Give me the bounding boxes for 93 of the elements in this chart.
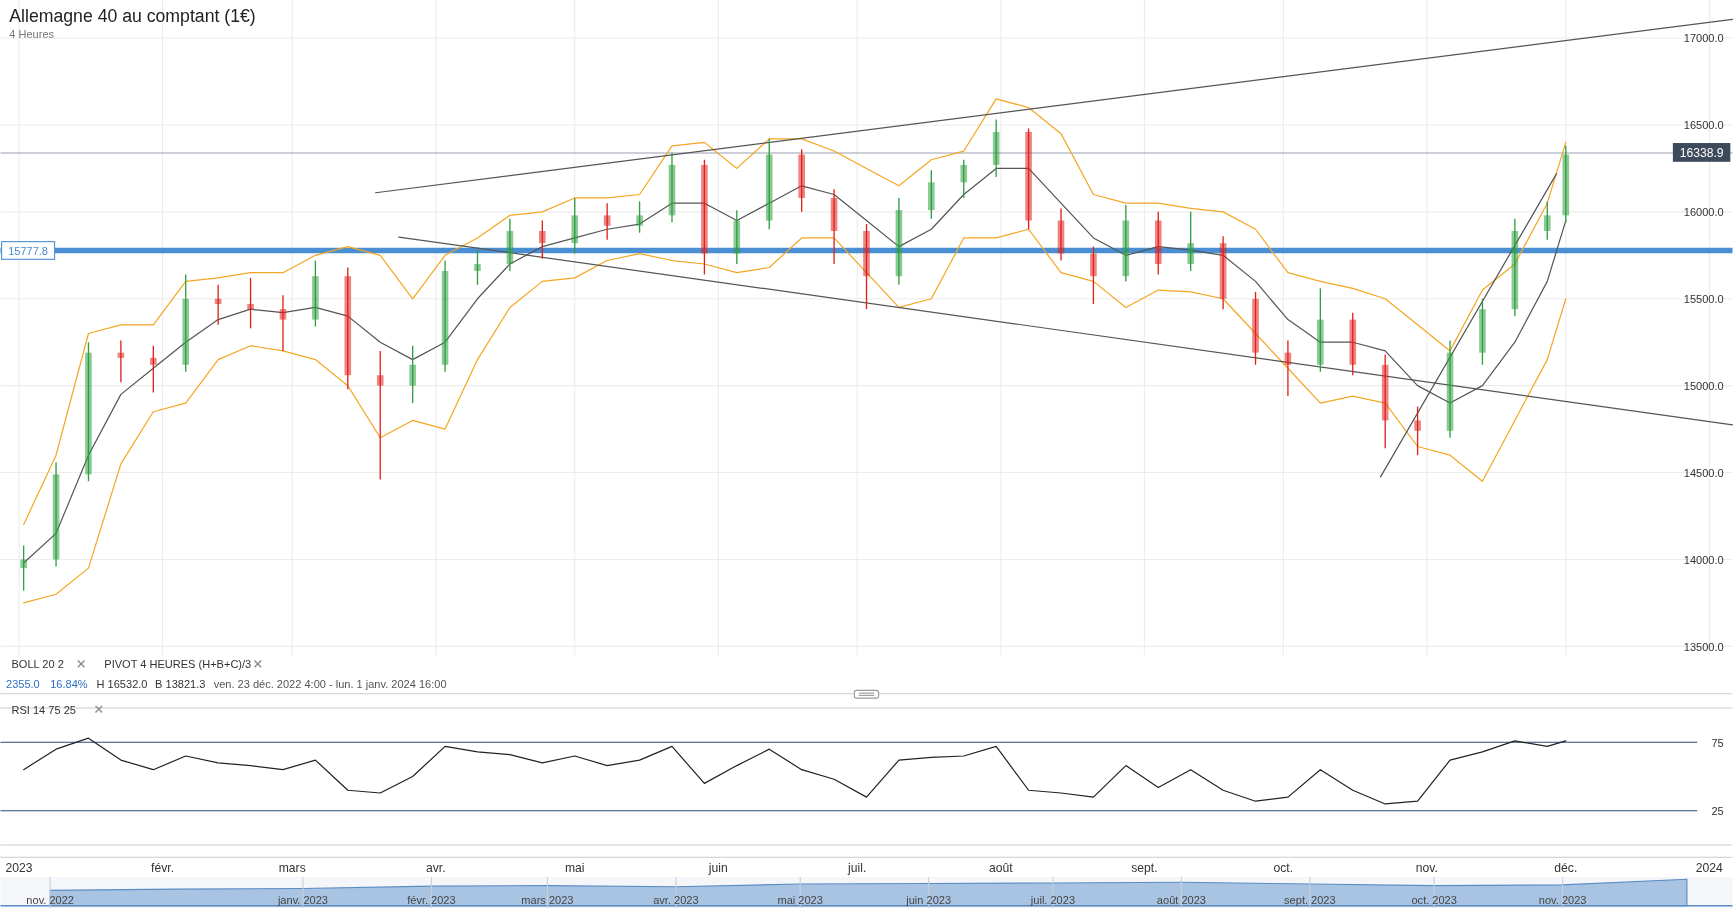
x-tick-label: mai 2023: [777, 893, 823, 906]
y-tick-label: 16000.0: [1683, 206, 1724, 219]
candlestick: [603, 202, 611, 241]
candlestick: [960, 159, 968, 199]
candlestick: [863, 223, 870, 310]
candlestick: [1154, 211, 1162, 276]
candlestick: [1479, 298, 1486, 366]
candlestick: [312, 259, 319, 328]
candlestick: [571, 197, 579, 255]
candlestick: [830, 188, 838, 265]
candlestick: [506, 218, 514, 272]
text: 2355.0: [6, 678, 40, 691]
x-tick-label: sept. 2023: [1284, 893, 1336, 906]
candlestick: [409, 345, 416, 404]
x-tick-label: nov.: [1415, 860, 1438, 875]
text: BOLL 20 2: [11, 658, 64, 671]
y-tick-label: 14000.0: [1683, 553, 1724, 566]
y-tick-label: 14500.0: [1683, 466, 1724, 479]
candlestick: [765, 138, 773, 230]
x-tick-label: oct.: [1273, 860, 1294, 875]
ref-line-label: 16338.9: [1679, 146, 1724, 161]
candlestick: [20, 544, 27, 592]
x-tick-label: nov. 2023: [1538, 893, 1587, 906]
x-tick-label: 2024: [1695, 860, 1724, 875]
candlestick: [1057, 207, 1065, 262]
x-tick-label: mars 2023: [521, 893, 574, 906]
x-tick-label: avr.: [426, 860, 446, 875]
candlestick: [1090, 245, 1097, 305]
x-tick-label: mars: [278, 860, 306, 875]
y-tick-label: 25: [1711, 805, 1724, 818]
x-tick-label: déc.: [1554, 860, 1578, 875]
candlestick: [1414, 405, 1421, 456]
candlestick: [1025, 127, 1032, 230]
text: B 13821.3: [155, 678, 206, 691]
candlestick: [1219, 235, 1227, 310]
x-tick-label: févr. 2023: [407, 893, 456, 906]
x-tick-label: oct. 2023: [1411, 893, 1457, 906]
candlestick: [1562, 145, 1570, 223]
text: 4 Heures: [9, 27, 55, 40]
text: H 16532.0: [96, 678, 148, 691]
candlestick: [1317, 287, 1324, 373]
x-tick-label: avr. 2023: [653, 893, 699, 906]
text: PIVOT 4 HEURES (H+B+C)/3: [104, 658, 252, 671]
x-tick-label: nov. 2022: [26, 893, 75, 906]
y-tick-label: 13500.0: [1683, 640, 1724, 653]
y-tick-label: 16500.0: [1683, 119, 1724, 132]
candlestick: [344, 266, 352, 390]
x-tick-label: mai: [564, 860, 585, 875]
candlestick: [247, 277, 254, 329]
text: ven. 23 déc. 2022 4:00 - lun. 1 janv. 2024 16:00: [213, 678, 447, 691]
y-tick-label: 15500.0: [1683, 293, 1724, 306]
candlestick: [149, 345, 157, 394]
candlestick: [1446, 339, 1454, 439]
text: 16.84%: [50, 678, 88, 691]
x-tick-label: juin: [707, 860, 728, 875]
candlestick: [668, 152, 676, 223]
candlestick: [636, 200, 643, 234]
candlestick: [928, 169, 935, 220]
x-tick-label: août 2023: [1156, 893, 1206, 906]
ref-line-label: 15777.8: [8, 244, 49, 257]
chart-title: RSI 14 75 25: [11, 703, 76, 716]
candlestick: [1511, 218, 1519, 317]
candlestick: [733, 209, 741, 265]
candlestick: [1381, 353, 1389, 449]
candlestick: [539, 219, 546, 260]
x-tick-label: juin 2023: [905, 893, 952, 906]
x-tick-label: févr.: [151, 860, 175, 875]
x-tick-label: août: [988, 860, 1014, 875]
candlestick: [85, 341, 92, 482]
y-tick-label: 17000.0: [1683, 32, 1724, 45]
x-tick-label: sept.: [1131, 860, 1158, 875]
y-tick-label: 75: [1711, 736, 1724, 749]
candlestick: [182, 273, 190, 373]
candlestick: [701, 159, 708, 276]
candlestick: [1252, 291, 1259, 366]
candlestick: [474, 249, 481, 286]
candlestick: [279, 294, 287, 352]
candlestick: [895, 197, 903, 286]
x-tick-label: juil. 2023: [1029, 893, 1076, 906]
candlestick: [376, 350, 384, 481]
candlestick: [798, 148, 805, 213]
candlestick: [1543, 200, 1551, 241]
x-tick-label: janv. 2023: [276, 893, 329, 906]
x-tick-label: 2023: [5, 860, 33, 875]
line-series: [23, 737, 1567, 805]
chart-title: Allemagne 40 au comptant (1€): [9, 6, 256, 27]
y-tick-label: 15000.0: [1683, 380, 1724, 393]
candlestick: [1187, 211, 1194, 272]
candlestick: [1349, 312, 1357, 376]
candlestick: [992, 118, 1000, 178]
x-tick-label: juil.: [847, 860, 867, 875]
candlestick: [52, 461, 60, 568]
candlestick: [441, 259, 449, 373]
